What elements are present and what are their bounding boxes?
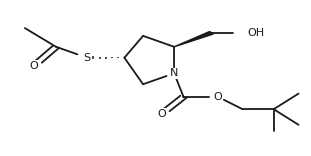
Text: O: O xyxy=(157,109,166,119)
Polygon shape xyxy=(174,32,213,47)
Text: S: S xyxy=(84,53,91,63)
Text: O: O xyxy=(213,92,222,102)
Text: N: N xyxy=(170,68,178,78)
Text: OH: OH xyxy=(247,28,264,38)
Text: O: O xyxy=(30,61,39,71)
